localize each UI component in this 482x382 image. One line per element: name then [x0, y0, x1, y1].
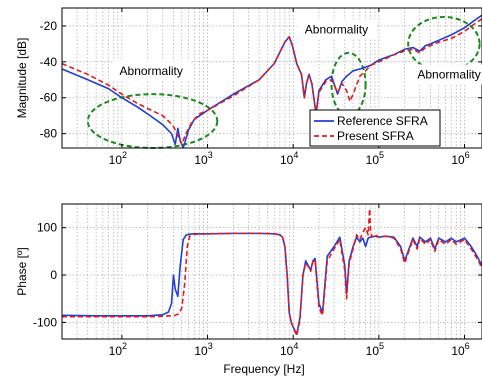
y-tick-label: -20 [40, 19, 58, 33]
x-tick-label: 106 [451, 341, 469, 358]
plot-frame [61, 203, 482, 340]
y-axis-label: Magnitude [dB] [15, 38, 29, 119]
y-tick-label: 0 [50, 268, 57, 282]
y-tick-label: -100 [33, 315, 57, 329]
series-group [62, 207, 482, 337]
plot-area [62, 204, 482, 339]
y-tick-label: 100 [37, 221, 57, 235]
annotation-box [297, 19, 376, 40]
series-line-present [62, 207, 482, 337]
abnormality-ellipse-2 [330, 51, 367, 117]
legend-box [309, 109, 441, 147]
y-tick-label: -40 [40, 55, 58, 69]
x-tick-label: 103 [194, 341, 212, 358]
chart-panel-1: 102 103 104 105 106 -80 -60 -40 -20 Magnitude [dB… [15, 7, 482, 167]
annotation-abnormality-3: Abnormality [417, 67, 480, 81]
x-tick-label: 105 [366, 150, 384, 167]
chart-panel-2: 102 103 104 105 106 -100 0 100 Phase [º] Frequenc… [15, 203, 482, 376]
x-tick-label: 106 [451, 150, 469, 167]
x-tick-label: 104 [280, 341, 298, 358]
plot-frame [61, 7, 482, 149]
x-tick-label: 105 [366, 341, 384, 358]
series-line-present [62, 18, 482, 146]
annotation-box [112, 60, 191, 81]
legend-entry: Reference SFRA [337, 114, 428, 128]
annotation-abnormality-2: Abnormality [305, 23, 368, 37]
annotation-abnormality-1: Abnormality [120, 64, 183, 78]
legend-entry: Present SFRA [337, 129, 414, 143]
series-line-reference [62, 14, 482, 148]
y-tick-label: -60 [40, 91, 58, 105]
y-axis-label: Phase [º] [15, 247, 29, 295]
y-tick-label: -80 [40, 127, 58, 141]
x-tick-label: 102 [109, 341, 127, 358]
annotation-box [410, 64, 482, 85]
series-group [62, 14, 482, 148]
x-tick-label: 103 [194, 150, 212, 167]
x-axis-label: Frequency [Hz] [223, 362, 304, 376]
x-tick-label: 104 [280, 150, 298, 167]
x-tick-label: 102 [109, 150, 127, 167]
